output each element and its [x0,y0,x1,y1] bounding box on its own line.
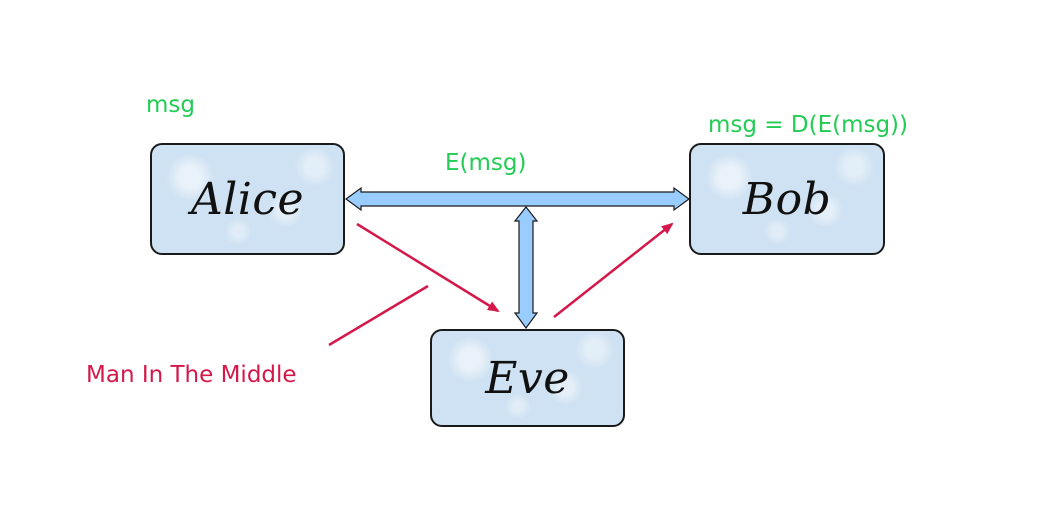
alice-node: Alice [150,143,345,255]
bob-node: Bob [689,143,885,255]
eve-label: Eve [485,352,570,404]
attack-label: Man In The Middle [86,362,297,388]
alice-label: Alice [190,173,305,225]
bob-decrypted-note: msg = D(E(msg)) [708,112,909,138]
channel-arrow-eve [513,206,539,330]
alice-message-note: msg [146,92,195,118]
channel-message-note: E(msg) [445,150,527,176]
intercept-arrow-alice-eve [356,222,500,313]
attack-label-pointer [328,284,429,347]
eve-node: Eve [430,329,625,427]
bob-label: Bob [742,173,832,225]
relay-arrow-eve-bob [553,222,674,318]
channel-arrow-alice-bob [344,186,691,212]
